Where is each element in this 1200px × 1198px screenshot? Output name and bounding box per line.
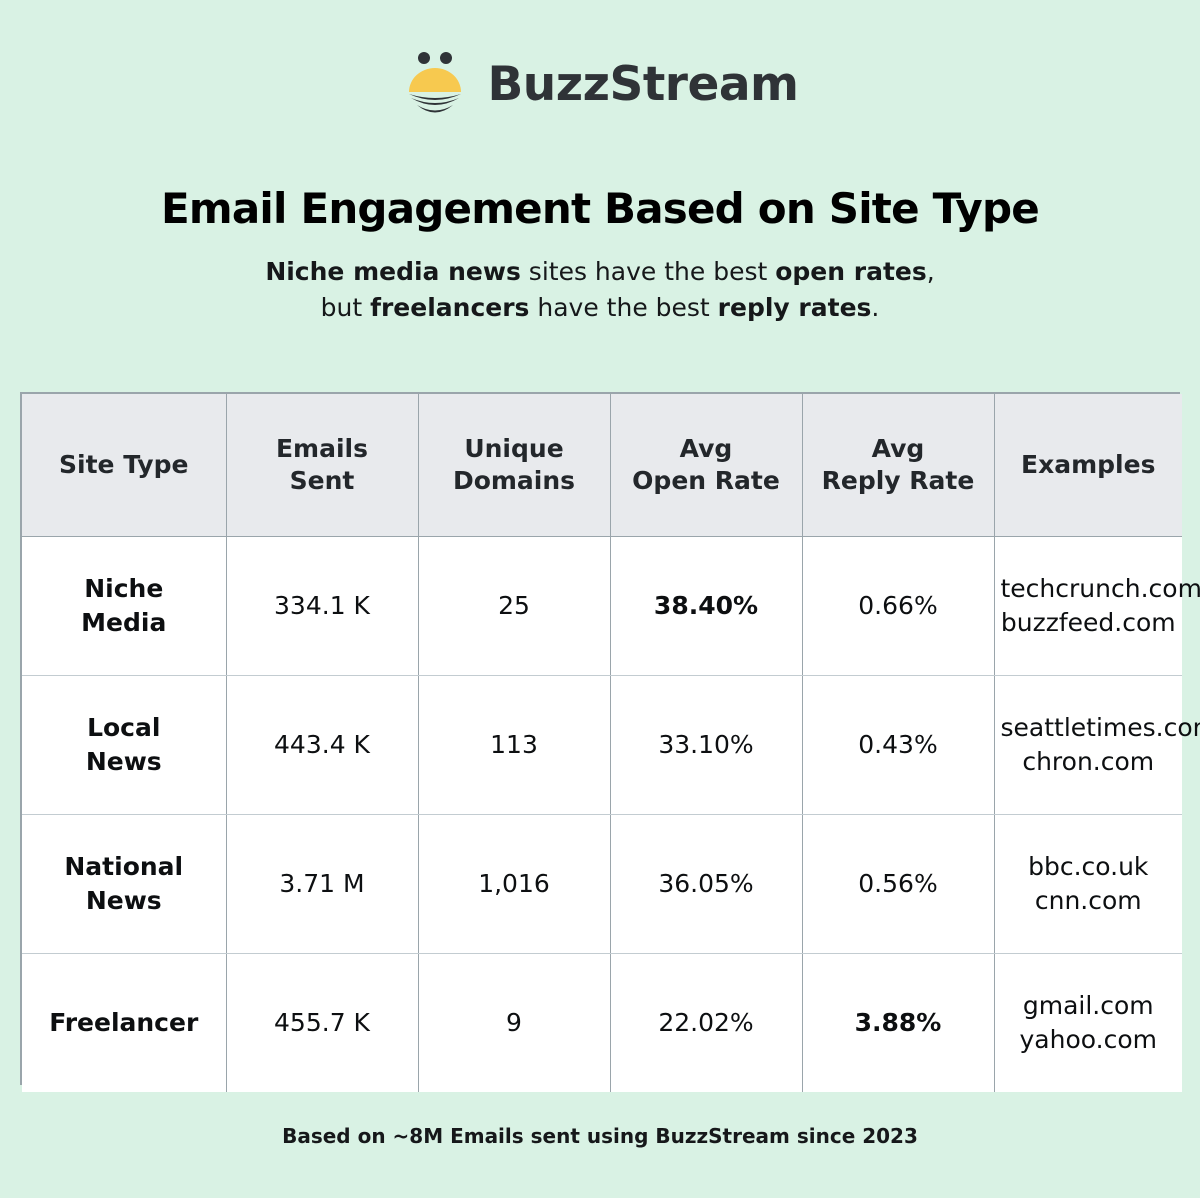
example-domain-1: gmail.com: [1022, 991, 1154, 1021]
header-label-line1: Emails: [275, 433, 369, 463]
cell-emails-sent: 443.4 K: [226, 675, 419, 815]
column-header-avg-open-rate: Avg Open Rate: [610, 394, 803, 537]
example-domain-2: buzzfeed.com: [1000, 608, 1176, 637]
subtitle-tail-2: .: [871, 293, 880, 323]
subtitle-bold-open-rates: open rates: [775, 257, 927, 287]
site-type-line1: National: [64, 852, 184, 882]
brand-name: BuzzStream: [487, 56, 799, 112]
column-header-site-type: Site Type: [22, 394, 227, 537]
column-header-avg-reply-rate: Avg Reply Rate: [802, 394, 995, 537]
engagement-table-container: Site Type Emails Sent Unique Domains Avg Op…: [20, 392, 1200, 1092]
subtitle-bold-niche: Niche media news: [265, 257, 521, 287]
subtitle-mid-1: sites have the best: [520, 257, 776, 287]
page-title: Email Engagement Based on Site Type: [161, 184, 1040, 233]
subtitle-mid-2: have the best: [529, 293, 718, 323]
page-subtitle: Niche media news sites have the best ope…: [0, 254, 1200, 327]
cell-site-type: National News: [22, 814, 227, 954]
example-domain-1: techcrunch.com: [1000, 574, 1200, 604]
subtitle-bold-reply-rates: reply rates: [717, 293, 872, 323]
table-row: Niche Media 334.1 K 25 38.40% 0.66% techc…: [22, 536, 1200, 676]
header-label-line1: Avg: [679, 433, 733, 463]
header-label-line1: Unique: [464, 433, 564, 463]
table-header-row: Site Type Emails Sent Unique Domains Avg Op…: [22, 394, 1182, 537]
cell-avg-reply-rate: 0.43%: [802, 675, 995, 815]
subtitle-line-2: but freelancers have the best reply rate…: [0, 290, 1200, 326]
example-domain-2: cnn.com: [1034, 886, 1142, 915]
cell-examples: gmail.com yahoo.com: [994, 953, 1182, 1092]
table-row: National News 3.71 M 1,016 36.05% 0.56% b…: [22, 814, 1182, 954]
example-domain-1: seattletimes.com: [1000, 713, 1200, 743]
subtitle-lead-2: but: [320, 293, 371, 323]
site-type-line1: Local: [87, 713, 161, 743]
brand-logo: BuzzStream: [0, 0, 1200, 120]
cell-site-type: Freelancer: [22, 953, 227, 1092]
cell-avg-open-rate: 22.02%: [610, 953, 803, 1092]
header-label-line2: Open Rate: [632, 466, 780, 495]
site-type-line1: Niche: [84, 574, 164, 604]
cell-avg-open-rate: 38.40%: [610, 536, 803, 676]
cell-examples: seattletimes.com chron.com: [994, 675, 1200, 815]
example-domain-2: yahoo.com: [1019, 1025, 1157, 1054]
cell-emails-sent: 334.1 K: [226, 536, 419, 676]
header-label-line2: Sent: [289, 466, 355, 495]
example-domain-1: bbc.co.uk: [1028, 852, 1149, 882]
cell-examples: bbc.co.uk cnn.com: [994, 814, 1182, 954]
cell-site-type: Niche Media: [22, 536, 227, 676]
cell-avg-reply-rate: 0.66%: [802, 536, 995, 676]
header-label-line1: Avg: [871, 433, 925, 463]
cell-avg-reply-rate: 3.88%: [802, 953, 995, 1092]
bee-icon: [409, 52, 462, 113]
cell-unique-domains: 25: [418, 536, 611, 676]
cell-unique-domains: 113: [418, 675, 611, 815]
header-label-line2: Domains: [452, 466, 576, 495]
site-type-line2: News: [85, 886, 162, 915]
cell-unique-domains: 1,016: [418, 814, 611, 954]
header-label-line1: Site Type: [59, 449, 189, 479]
cell-avg-open-rate: 36.05%: [610, 814, 803, 954]
subtitle-bold-freelancers: freelancers: [370, 293, 530, 323]
table-body: Niche Media 334.1 K 25 38.40% 0.66% techc…: [22, 536, 1200, 1092]
engagement-table: Site Type Emails Sent Unique Domains Avg Op…: [22, 394, 1200, 1092]
header-label-line1: Examples: [1021, 449, 1156, 479]
header-label-line2: Reply Rate: [821, 466, 975, 495]
cell-emails-sent: 455.7 K: [226, 953, 419, 1092]
table-header: Site Type Emails Sent Unique Domains Avg Op…: [22, 394, 1182, 537]
site-type-line2: News: [85, 747, 162, 776]
column-header-examples: Examples: [994, 394, 1182, 537]
subtitle-line-1: Niche media news sites have the best ope…: [0, 254, 1200, 290]
site-type-line2: Media: [81, 608, 167, 637]
subtitle-tail-1: ,: [926, 257, 935, 287]
example-domain-2: chron.com: [1022, 747, 1155, 776]
column-header-emails-sent: Emails Sent: [226, 394, 419, 537]
footer-note: Based on ~8M Emails sent using BuzzStrea…: [282, 1124, 918, 1148]
cell-examples: techcrunch.com buzzfeed.com: [994, 536, 1200, 676]
table-row: Local News 443.4 K 113 33.10% 0.43% seatt…: [22, 675, 1200, 815]
cell-emails-sent: 3.71 M: [226, 814, 419, 954]
cell-avg-reply-rate: 0.56%: [802, 814, 995, 954]
cell-unique-domains: 9: [418, 953, 611, 1092]
cell-site-type: Local News: [22, 675, 227, 815]
table-row: Freelancer 455.7 K 9 22.02% 3.88% gmail.…: [22, 953, 1182, 1092]
cell-avg-open-rate: 33.10%: [610, 675, 803, 815]
column-header-unique-domains: Unique Domains: [418, 394, 611, 537]
